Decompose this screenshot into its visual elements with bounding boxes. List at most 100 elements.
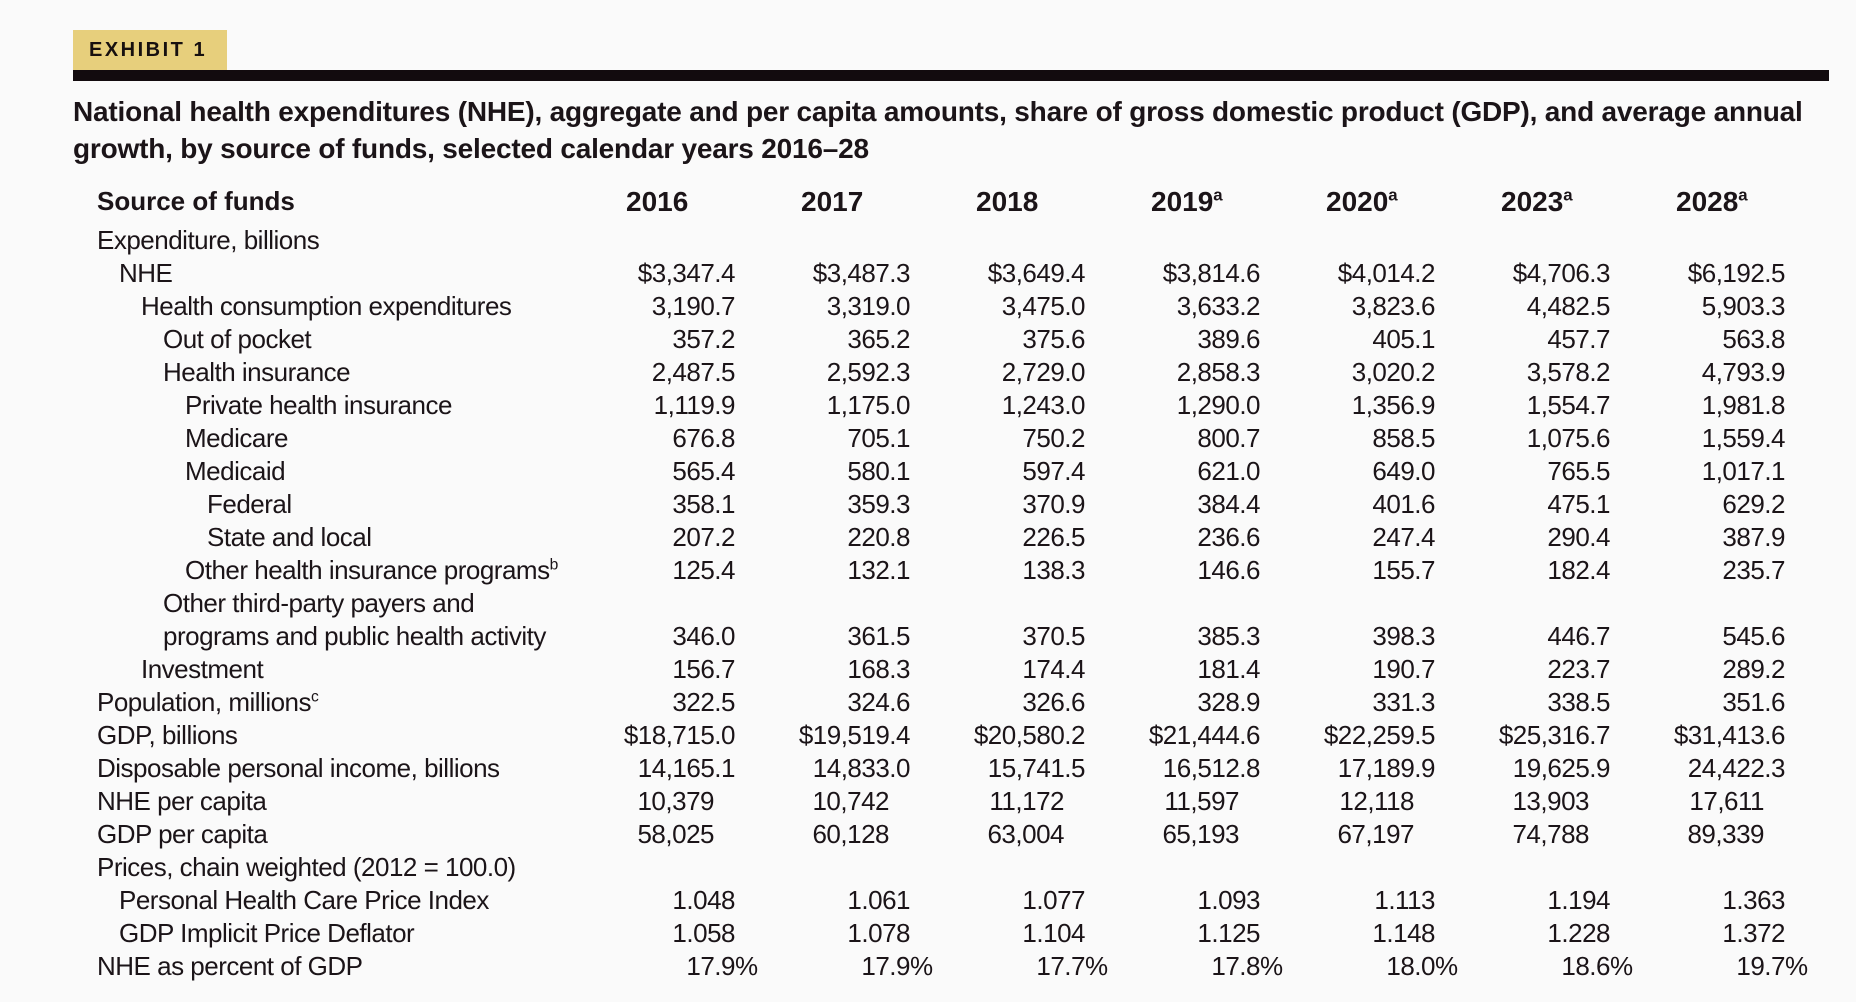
cell-value: $22,259.5 (1323, 720, 1436, 750)
table-cell: 17.7% (1036, 951, 1108, 981)
table-cell: 4,482.5 (1461, 290, 1636, 323)
table-cell: 1.228 (1461, 917, 1636, 950)
table-row: Other health insurance programsb 125.4 132… (73, 554, 1811, 587)
cell-value: 3,319.0 (826, 291, 911, 321)
table-cell: 65,193 (1111, 818, 1286, 851)
cell-value: 384.4 (1197, 489, 1260, 519)
table-cell: 405.1 (1286, 323, 1461, 356)
row-label-line: Other health insurance programsb (185, 555, 558, 585)
table-cell: 800.7 (1111, 422, 1286, 455)
table-cell: 11,172 (936, 785, 1111, 818)
table-cell: 359.3 (761, 488, 936, 521)
cell-value: 3,020.2 (1351, 357, 1436, 387)
row-label-line: GDP Implicit Price Deflator (119, 918, 415, 948)
cell-value: 17.9 (861, 951, 910, 981)
table-cell: 14,833.0 (761, 752, 936, 785)
table-cell: 705.1 (761, 422, 936, 455)
table-cell: 174.4 (936, 653, 1111, 686)
table-row: GDP Implicit Price Deflator 1.058 1.078 1.1… (73, 917, 1811, 950)
table-cell: 17.9% (861, 951, 933, 981)
cell-value: 326.6 (1022, 687, 1085, 717)
table-row: Health insurance 2,487.5 2,592.3 2,729.0 2,8… (73, 356, 1811, 389)
table-cell: 322.5 (586, 686, 761, 719)
table-row: Personal Health Care Price Index 1.048 1.0… (73, 884, 1811, 917)
cell-value: 74,788 (1512, 819, 1589, 849)
cell-value: 1,554.7 (1526, 390, 1611, 420)
cell-value: 359.3 (847, 489, 910, 519)
table-cell: 17.8% (1211, 951, 1283, 981)
table-cell: $6,192.5 (1636, 257, 1811, 290)
cell-value: 155.7 (1372, 555, 1435, 585)
row-label-line: Expenditure, billions (97, 225, 320, 255)
cell-value: 750.2 (1022, 423, 1085, 453)
row-label-line: Investment (141, 654, 264, 684)
cell-value: 357.2 (672, 324, 735, 354)
table-cell: 17.9% (686, 951, 758, 981)
row-label: State and local (73, 521, 586, 554)
footnote-marker: a (1563, 185, 1573, 205)
year-label: 2016 (626, 186, 689, 217)
table-cell: $18,715.0 (586, 719, 761, 752)
table-cell: 765.5 (1461, 455, 1636, 488)
table-row: Other third-party payers and programs and… (73, 587, 1811, 653)
cell-value: $4,014.2 (1337, 258, 1436, 288)
cell-value: $3,814.6 (1162, 258, 1261, 288)
cell-value: $4,706.3 (1512, 258, 1611, 288)
table-cell: 1,559.4 (1636, 422, 1811, 455)
cell-value: 14,165.1 (637, 753, 736, 783)
table-cell: 74,788 (1461, 818, 1636, 851)
cell-value: 446.7 (1547, 621, 1610, 651)
cell-value: 220.8 (847, 522, 910, 552)
row-label-line: Federal (207, 489, 292, 519)
cell-value: $3,649.4 (987, 258, 1086, 288)
cell-value: 190.7 (1372, 654, 1435, 684)
cell-value: 800.7 (1197, 423, 1260, 453)
year-column-header: 2017 (761, 185, 936, 224)
cell-value: 1.078 (847, 918, 910, 948)
row-label-line: programs and public health activity (163, 621, 546, 651)
row-label: Out of pocket (73, 323, 586, 356)
page-title: National health expenditures (NHE), aggr… (73, 96, 1803, 164)
table-cell: 60,128 (761, 818, 936, 851)
table-cell: 1.363 (1636, 884, 1811, 917)
table-cell: 750.2 (936, 422, 1111, 455)
table-cell: 18.0% (1386, 951, 1458, 981)
table-cell: 19,625.9 (1461, 752, 1636, 785)
table-cell: 2,487.5 (586, 356, 761, 389)
table-row: Out of pocket 357.2 365.2 375.6 389.6 405.1 45… (73, 323, 1811, 356)
table-cell: 1.077 (936, 884, 1111, 917)
cell-value: 12,118 (1339, 786, 1414, 816)
cell-value: 24,422.3 (1687, 753, 1786, 783)
cell-value: 17.7 (1036, 951, 1085, 981)
table-cell: $3,649.4 (936, 257, 1111, 290)
year-column-header: 2023a (1461, 185, 1636, 224)
cell-value: 14,833.0 (812, 753, 911, 783)
table-row: NHE $3,347.4 $3,487.3 $3,649.4 $3,814.6 $4,01… (73, 257, 1811, 290)
table-cell: 19.7% (1736, 951, 1808, 981)
table-cell: 649.0 (1286, 455, 1461, 488)
row-label: Health consumption expenditures (73, 290, 586, 323)
table-cell: 563.8 (1636, 323, 1811, 356)
row-label: Expenditure, billions (73, 224, 586, 257)
cell-value: 1.194 (1547, 885, 1610, 915)
title-rule (73, 70, 1829, 81)
cell-value: 13,903 (1512, 786, 1589, 816)
cell-value: 18.6 (1561, 951, 1610, 981)
table-cell (936, 851, 1111, 884)
cell-value: 475.1 (1547, 489, 1610, 519)
row-label: GDP per capita (73, 818, 586, 851)
year-label: 2028 (1676, 186, 1739, 217)
cell-value: 3,823.6 (1351, 291, 1436, 321)
cell-value: 565.4 (672, 456, 735, 486)
cell-value: 17.8 (1211, 951, 1260, 981)
table-cell: 597.4 (936, 455, 1111, 488)
table-row: Health consumption expenditures 3,190.7 3,… (73, 290, 1811, 323)
cell-value: 17.9 (686, 951, 735, 981)
table-cell: 361.5 (761, 587, 936, 653)
cell-value: $19,519.4 (798, 720, 911, 750)
cell-value: 226.5 (1022, 522, 1085, 552)
table-row: Disposable personal income, billions 14,1… (73, 752, 1811, 785)
table-cell: 24,422.3 (1636, 752, 1811, 785)
table-cell (1286, 851, 1461, 884)
